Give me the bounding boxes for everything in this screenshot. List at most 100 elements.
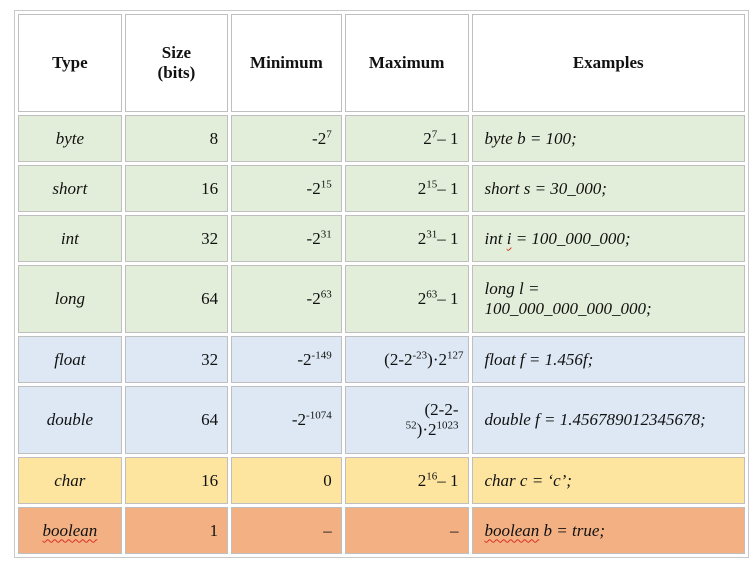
min-base: -2	[312, 128, 327, 148]
type-cell: byte	[18, 115, 122, 162]
table-row-float: float 32 -2-149 (2-2-23)·2127 float f = …	[18, 336, 745, 383]
min-base: -2	[297, 349, 312, 369]
min-exponent: 63	[320, 288, 332, 301]
size-cell: 16	[124, 457, 229, 504]
example-cell: boolean b = true;	[471, 507, 745, 554]
example-cell: int i = 100_000_000;	[471, 215, 745, 262]
table-row-short: short 16 -215 215– 1 short s = 30_000;	[18, 165, 745, 212]
max-base: 2	[417, 228, 427, 248]
max-base: 2	[423, 128, 432, 148]
type-cell: boolean	[18, 507, 122, 554]
example-line2: 100_000_000_000_000;	[484, 299, 652, 318]
min-base: -2	[306, 228, 321, 248]
min-base: -2	[291, 410, 307, 429]
max-exponent: 31	[426, 227, 438, 240]
header-size: Size (bits)	[124, 14, 229, 112]
example-spellcheck-word: i	[506, 228, 512, 248]
max-exponent: 63	[426, 288, 438, 301]
min-exponent: 15	[320, 177, 332, 190]
example-cell: char c = ‘c’;	[471, 457, 745, 504]
max-exponent: 15	[426, 177, 438, 190]
max-exponent: 7	[431, 127, 438, 140]
table-row-int: int 32 -231 231– 1 int i = 100_000_000;	[18, 215, 745, 262]
type-cell: short	[18, 165, 122, 212]
example-cell: long l = 100_000_000_000_000;	[471, 265, 745, 333]
primitive-types-table: Type Size (bits) Minimum Maximum Example…	[14, 10, 749, 558]
maximum-cell: 27– 1	[344, 115, 469, 162]
max-exponent-b: 127	[447, 348, 464, 361]
min-base: -2	[306, 178, 321, 198]
size-cell: 1	[124, 507, 229, 554]
size-cell: 64	[124, 265, 229, 333]
example-cell: byte b = 100;	[471, 115, 745, 162]
header-row: Type Size (bits) Minimum Maximum Example…	[18, 14, 745, 112]
size-cell: 16	[124, 165, 229, 212]
maximum-cell: (2-2-23)·2127	[344, 336, 469, 383]
max-base: 2	[417, 178, 427, 198]
example-suffix: b = true;	[539, 520, 606, 540]
header-minimum: Minimum	[231, 14, 342, 112]
min-base: -2	[306, 289, 321, 308]
type-cell: char	[18, 457, 122, 504]
type-cell: long	[18, 265, 122, 333]
header-type: Type	[18, 14, 122, 112]
maximum-cell: –	[344, 507, 469, 554]
header-maximum: Maximum	[344, 14, 469, 112]
minimum-cell: -2-149	[231, 336, 342, 383]
max-tail: – 1	[437, 470, 459, 490]
min-exponent: -149	[311, 348, 332, 361]
example-suffix: = 100_000_000;	[511, 228, 631, 248]
size-cell: 8	[124, 115, 229, 162]
max-exponent-2: 1023	[436, 419, 459, 432]
max-part-a: (2-2	[384, 349, 413, 369]
table-row-double: double 64 -2-1074 (2-2- 52)·21023 double …	[18, 386, 745, 454]
type-cell: int	[18, 215, 122, 262]
minimum-cell: –	[231, 507, 342, 554]
max-line1: (2-2-	[424, 400, 459, 419]
example-cell: short s = 30_000;	[471, 165, 745, 212]
java-primitive-types-table-wrapper: Type Size (bits) Minimum Maximum Example…	[14, 10, 749, 558]
min-exponent: 31	[320, 227, 332, 240]
max-tail: – 1	[437, 178, 459, 198]
example-spellcheck-word: boolean	[484, 520, 540, 540]
minimum-cell: -2-1074	[231, 386, 342, 454]
max-mid: )·2	[416, 420, 437, 439]
min-exponent: -1074	[306, 409, 332, 422]
minimum-cell: -215	[231, 165, 342, 212]
example-cell: double f = 1.456789012345678;	[471, 386, 745, 454]
table-row-long: long 64 -263 263– 1 long l = 100_000_000_…	[18, 265, 745, 333]
example-line1: long l =	[484, 279, 540, 298]
max-exponent-a: -23	[412, 348, 428, 361]
maximum-cell: (2-2- 52)·21023	[344, 386, 469, 454]
min-exponent: 7	[326, 127, 332, 140]
maximum-cell: 216– 1	[344, 457, 469, 504]
type-spellcheck-word: boolean	[42, 520, 98, 540]
max-tail: – 1	[437, 228, 459, 248]
example-prefix: int	[484, 228, 507, 248]
max-base: 2	[417, 289, 427, 308]
max-tail: – 1	[437, 289, 459, 308]
example-cell: float f = 1.456f;	[471, 336, 745, 383]
maximum-cell: 231– 1	[344, 215, 469, 262]
max-tail: – 1	[437, 128, 459, 148]
max-part-b: )·2	[427, 349, 447, 369]
minimum-cell: 0	[231, 457, 342, 504]
type-cell: float	[18, 336, 122, 383]
table-row-char: char 16 0 216– 1 char c = ‘c’;	[18, 457, 745, 504]
size-cell: 64	[124, 386, 229, 454]
header-size-line2: (bits)	[157, 63, 196, 82]
table-row-boolean: boolean 1 – – boolean b = true;	[18, 507, 745, 554]
minimum-cell: -231	[231, 215, 342, 262]
maximum-cell: 215– 1	[344, 165, 469, 212]
header-size-line1: Size	[161, 43, 192, 62]
table-row-byte: byte 8 -27 27– 1 byte b = 100;	[18, 115, 745, 162]
header-examples: Examples	[471, 14, 745, 112]
size-cell: 32	[124, 336, 229, 383]
maximum-cell: 263– 1	[344, 265, 469, 333]
minimum-cell: -27	[231, 115, 342, 162]
size-cell: 32	[124, 215, 229, 262]
max-exponent-1: 52	[405, 419, 417, 432]
minimum-cell: -263	[231, 265, 342, 333]
type-cell: double	[18, 386, 122, 454]
max-exponent: 16	[426, 469, 438, 482]
